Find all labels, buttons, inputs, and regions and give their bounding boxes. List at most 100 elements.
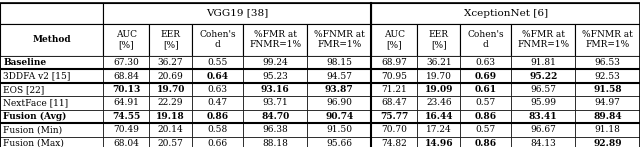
Bar (511, 110, 575, 123)
Bar (575, 69, 640, 83)
Text: 68.04: 68.04 (113, 139, 139, 147)
Text: Fusion (Min): Fusion (Min) (3, 125, 62, 134)
Text: 0.58: 0.58 (207, 125, 228, 134)
Bar (511, 69, 575, 83)
Bar (511, 56, 575, 69)
Text: AUC
[%]: AUC [%] (116, 30, 137, 49)
Bar (103, 24, 149, 56)
Bar (511, 24, 575, 56)
Text: 84.13: 84.13 (531, 139, 556, 147)
Text: 0.86: 0.86 (475, 139, 497, 147)
Bar (371, 96, 417, 110)
Text: 36.21: 36.21 (426, 58, 452, 67)
Text: 74.82: 74.82 (381, 139, 407, 147)
Text: 0.57: 0.57 (476, 98, 496, 107)
Bar (575, 96, 640, 110)
Bar (307, 123, 371, 137)
Bar (575, 83, 640, 96)
Text: 68.97: 68.97 (381, 58, 407, 67)
Bar (149, 110, 192, 123)
Text: 19.70: 19.70 (426, 72, 452, 81)
Bar (192, 69, 243, 83)
Text: NextFace [11]: NextFace [11] (3, 98, 68, 107)
Bar (103, 123, 149, 137)
Text: %FMR at
FNMR=1%: %FMR at FNMR=1% (249, 30, 301, 49)
Bar (149, 56, 192, 69)
Bar (575, 137, 640, 147)
Text: VGG19 [38]: VGG19 [38] (206, 9, 268, 18)
Bar (371, 69, 417, 83)
Text: 84.70: 84.70 (261, 112, 289, 121)
Bar (243, 137, 307, 147)
Bar (149, 137, 192, 147)
Bar (417, 110, 460, 123)
Text: 96.67: 96.67 (531, 125, 556, 134)
Text: 68.84: 68.84 (113, 72, 139, 81)
Bar (243, 56, 307, 69)
Bar (371, 110, 417, 123)
Text: Method: Method (32, 35, 71, 44)
Text: 99.24: 99.24 (262, 58, 288, 67)
Bar (460, 83, 511, 96)
Text: 0.69: 0.69 (475, 72, 497, 81)
Bar (307, 110, 371, 123)
Text: 91.58: 91.58 (593, 85, 622, 94)
Text: 70.49: 70.49 (113, 125, 139, 134)
Text: 0.63: 0.63 (476, 58, 496, 67)
Text: 74.55: 74.55 (112, 112, 140, 121)
Text: 94.57: 94.57 (326, 72, 352, 81)
Text: 96.57: 96.57 (531, 85, 556, 94)
Bar (149, 123, 192, 137)
Bar (417, 24, 460, 56)
Bar (417, 56, 460, 69)
Bar (192, 83, 243, 96)
Text: 14.96: 14.96 (424, 139, 453, 147)
Bar (192, 110, 243, 123)
Bar (103, 3, 371, 24)
Bar (371, 3, 640, 24)
Text: 0.66: 0.66 (207, 139, 228, 147)
Bar (371, 123, 417, 137)
Text: 23.46: 23.46 (426, 98, 452, 107)
Bar (0, 83, 103, 96)
Bar (243, 24, 307, 56)
Bar (575, 110, 640, 123)
Bar (149, 24, 192, 56)
Bar (0, 137, 103, 147)
Text: 0.86: 0.86 (207, 112, 228, 121)
Text: 20.69: 20.69 (158, 72, 184, 81)
Bar (460, 69, 511, 83)
Bar (243, 83, 307, 96)
Text: 95.23: 95.23 (262, 72, 288, 81)
Bar (103, 83, 149, 96)
Text: 90.74: 90.74 (325, 112, 353, 121)
Bar (417, 137, 460, 147)
Text: Fusion (Max): Fusion (Max) (3, 139, 64, 147)
Bar (0, 3, 103, 24)
Bar (307, 96, 371, 110)
Text: 70.95: 70.95 (381, 72, 407, 81)
Bar (243, 96, 307, 110)
Text: 91.50: 91.50 (326, 125, 352, 134)
Text: 98.15: 98.15 (326, 58, 352, 67)
Text: 0.61: 0.61 (475, 85, 497, 94)
Bar (460, 123, 511, 137)
Bar (460, 96, 511, 110)
Text: 96.38: 96.38 (262, 125, 288, 134)
Text: %FNMR at
FMR=1%: %FNMR at FMR=1% (314, 30, 365, 49)
Bar (307, 137, 371, 147)
Text: %FMR at
FNMR=1%: %FMR at FNMR=1% (517, 30, 570, 49)
Bar (307, 56, 371, 69)
Bar (511, 83, 575, 96)
Text: 95.99: 95.99 (531, 98, 556, 107)
Bar (103, 69, 149, 83)
Bar (103, 137, 149, 147)
Bar (417, 83, 460, 96)
Bar (0, 110, 103, 123)
Bar (0, 123, 103, 137)
Text: 22.29: 22.29 (158, 98, 184, 107)
Bar (460, 110, 511, 123)
Bar (307, 69, 371, 83)
Text: 88.18: 88.18 (262, 139, 288, 147)
Text: 16.44: 16.44 (424, 112, 453, 121)
